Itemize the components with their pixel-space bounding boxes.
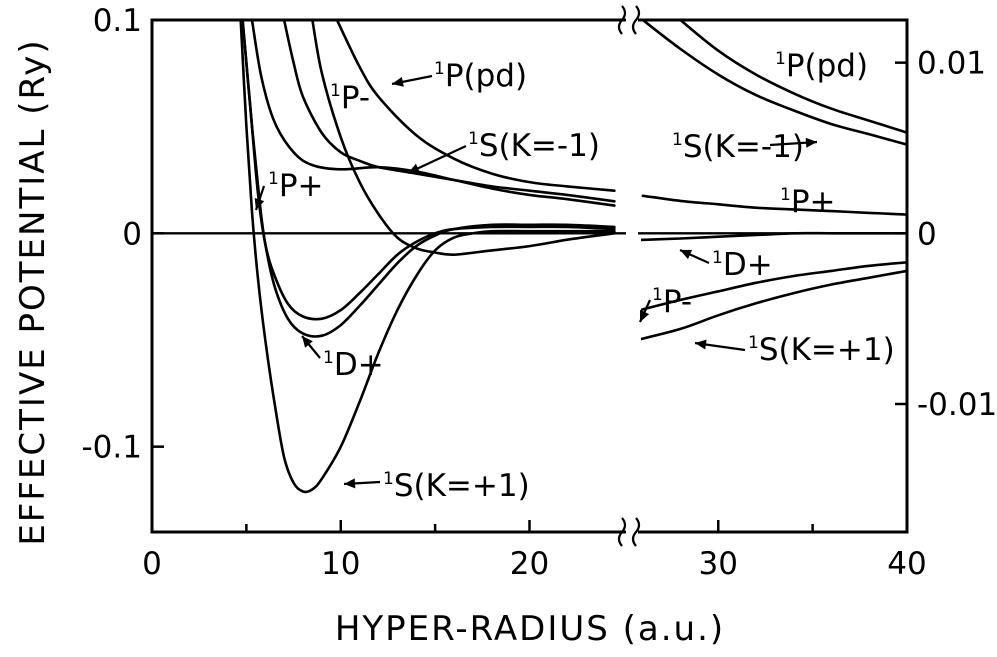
series-6-left-line (241, 20, 615, 492)
curve-label-arrowhead (695, 340, 707, 350)
curve-label: 1S(K=+1) (383, 468, 530, 504)
x-tick-label: 20 (510, 546, 549, 582)
curve-label: 1P- (330, 80, 370, 116)
left-y-tick-label: 0 (122, 216, 142, 252)
axes-layer: 0 10 20 30 40 0.1 0 -0.1 0.01 0 -0.01 (82, 3, 997, 582)
curve-label: 1P- (652, 284, 692, 320)
plot-frame-left (152, 20, 626, 532)
left-y-tick-label: -0.1 (82, 430, 143, 466)
curve-label: 1P+ (780, 184, 836, 220)
left-y-tick-label: 0.1 (93, 3, 142, 39)
x-tick-label: 30 (699, 546, 738, 582)
x-tick-label: 40 (887, 546, 926, 582)
curve-label: 1S(K=+1) (748, 332, 895, 368)
curve-label: 1P(pd) (775, 48, 868, 84)
curve-label-arrowhead (344, 478, 355, 488)
curve-label: 1S(K=-1) (672, 129, 804, 165)
curve-label-arrowhead (392, 77, 404, 87)
right-y-tick-label: 0.01 (917, 46, 986, 82)
y-axis-label: EFFECTIVE POTENTIAL (Ry) (13, 38, 53, 545)
series-0-left-line (337, 20, 614, 191)
series-1-left-line (284, 20, 614, 201)
right-y-tick-label: 0 (917, 216, 937, 252)
axis-break-bottom (619, 518, 639, 546)
x-tick-label: 10 (321, 546, 360, 582)
curve-label-arrowhead (806, 138, 817, 148)
axis-break-top (619, 6, 639, 34)
right-y-tick-label: -0.01 (917, 387, 997, 423)
series-3-right-line (643, 196, 907, 215)
curve-label: 1S(K=-1) (468, 128, 600, 164)
curve-label: 1D+ (323, 347, 384, 383)
curve-label: 1D+ (712, 247, 773, 283)
curve-label: 1P(pd) (434, 58, 527, 94)
curve-label: 1P+ (268, 168, 324, 204)
x-axis-label: HYPER-RADIUS (a.u.) (335, 609, 725, 649)
x-tick-label: 0 (142, 546, 162, 582)
